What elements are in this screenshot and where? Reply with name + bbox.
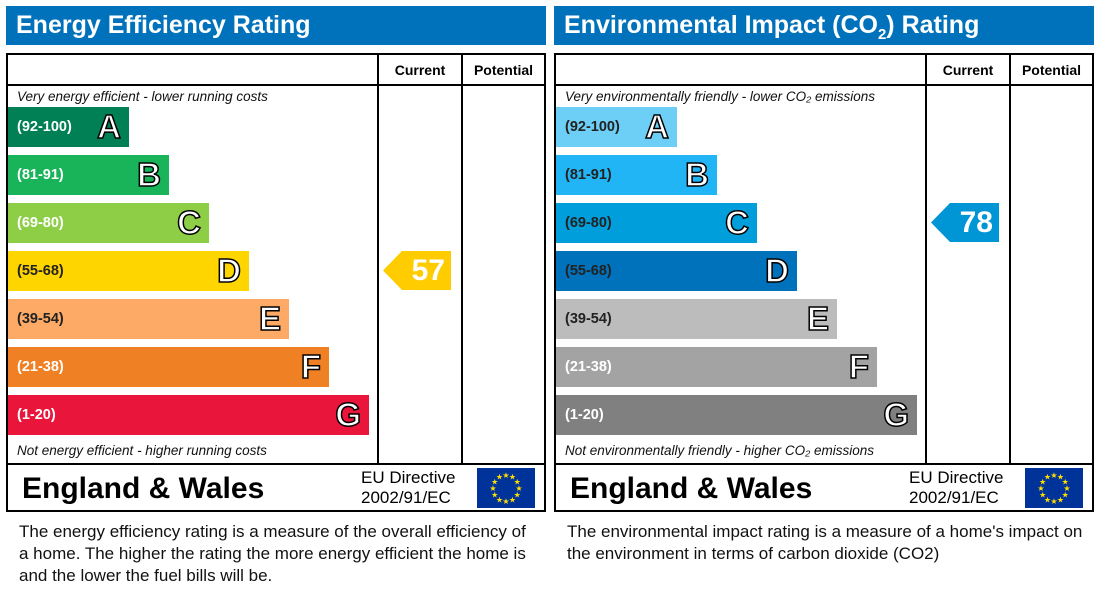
- eu-directive: EU Directive 2002/91/EC: [361, 468, 456, 507]
- band-bar-a: (92-100) A: [556, 107, 677, 147]
- band-letter: B: [136, 155, 161, 194]
- band-range: (1-20): [565, 407, 604, 423]
- rating-table: Current Potential Very environmentally f…: [554, 53, 1094, 512]
- svg-text:★: ★: [1039, 478, 1046, 487]
- svg-text:★: ★: [514, 478, 521, 487]
- svg-text:★: ★: [1062, 491, 1069, 500]
- band-bar-f: (21-38) F: [556, 347, 877, 387]
- svg-text:★: ★: [489, 484, 496, 493]
- band-letter: F: [848, 347, 870, 386]
- band-bar-c: (69-80) C: [8, 203, 209, 243]
- svg-text:★: ★: [515, 484, 522, 493]
- band-range: (92-100): [565, 119, 620, 135]
- band-bar-b: (81-91) B: [556, 155, 717, 195]
- band-bar-d: (55-68) D: [8, 251, 249, 291]
- band-range: (69-80): [17, 215, 64, 231]
- band-range: (55-68): [565, 263, 612, 279]
- eu-flag-icon: ★ ★ ★ ★ ★ ★ ★ ★ ★ ★ ★ ★: [1025, 468, 1083, 508]
- svg-text:★: ★: [1050, 497, 1057, 506]
- current-rating-value: 78: [959, 206, 993, 239]
- band-letter: A: [644, 107, 669, 146]
- band-letter: E: [258, 299, 282, 338]
- band-bar-c: (69-80) C: [556, 203, 757, 243]
- band-range: (92-100): [17, 119, 72, 135]
- eu-flag-icon: ★ ★ ★ ★ ★ ★ ★ ★ ★ ★ ★ ★: [477, 468, 535, 508]
- svg-text:★: ★: [1044, 495, 1051, 504]
- band-letter: G: [335, 395, 362, 434]
- svg-text:★: ★: [1050, 471, 1057, 480]
- band-letter: B: [684, 155, 709, 194]
- band-letter: D: [216, 251, 241, 290]
- band-bar-b: (81-91) B: [8, 155, 169, 195]
- band-bar-f: (21-38) F: [8, 347, 329, 387]
- energy-efficiency-panel: Energy Efficiency Rating Current Potenti…: [0, 0, 546, 613]
- band-letter: D: [764, 251, 789, 290]
- band-range: (39-54): [17, 311, 64, 327]
- band-letter: F: [300, 347, 322, 386]
- description: The energy efficiency rating is a measur…: [19, 522, 526, 585]
- band-bar-d: (55-68) D: [556, 251, 797, 291]
- band-bar-g: (1-20) G: [8, 395, 369, 435]
- description: The environmental impact rating is a mea…: [567, 522, 1083, 563]
- chart-title: Environmental Impact (CO2) Rating: [554, 6, 1094, 45]
- band-letter: C: [724, 203, 749, 242]
- band-range: (81-91): [565, 167, 612, 183]
- rating-table: Current Potential Very energy efficient …: [6, 53, 546, 512]
- band-letter: C: [176, 203, 201, 242]
- bottom-note: Not energy efficient - higher running co…: [17, 443, 267, 458]
- svg-text:★: ★: [491, 491, 498, 500]
- chart-title: Energy Efficiency Rating: [6, 6, 546, 45]
- region-label: England & Wales: [570, 472, 813, 505]
- top-note: Very environmentally friendly - lower CO…: [565, 89, 875, 104]
- current-rating-arrow: 78: [931, 203, 999, 242]
- svg-text:★: ★: [502, 497, 509, 506]
- band-letter: E: [806, 299, 830, 338]
- band-letter: A: [96, 107, 121, 146]
- band-bar-a: (92-100) A: [8, 107, 129, 147]
- top-note: Very energy efficient - lower running co…: [17, 89, 268, 104]
- band-range: (39-54): [565, 311, 612, 327]
- band-range: (21-38): [565, 359, 612, 375]
- svg-text:★: ★: [514, 491, 521, 500]
- bottom-note: Not environmentally friendly - higher CO…: [565, 443, 875, 458]
- band-range: (55-68): [17, 263, 64, 279]
- region-label: England & Wales: [22, 472, 265, 505]
- svg-text:★: ★: [509, 473, 516, 482]
- column-header-potential: Potential: [1021, 62, 1082, 78]
- band-letter: G: [883, 395, 910, 434]
- svg-text:★: ★: [1039, 491, 1046, 500]
- current-rating-arrow: 57: [383, 251, 451, 290]
- column-header-potential: Potential: [473, 62, 534, 78]
- svg-text:★: ★: [1062, 478, 1069, 487]
- band-bar-g: (1-20) G: [556, 395, 917, 435]
- svg-text:★: ★: [509, 495, 516, 504]
- svg-text:★: ★: [1057, 495, 1064, 504]
- band-bar-e: (39-54) E: [8, 299, 289, 339]
- band-bar-e: (39-54) E: [556, 299, 837, 339]
- svg-text:★: ★: [1044, 473, 1051, 482]
- svg-text:★: ★: [1037, 484, 1044, 493]
- band-range: (81-91): [17, 167, 64, 183]
- band-range: (1-20): [17, 407, 56, 423]
- column-header-current: Current: [942, 62, 994, 78]
- svg-text:★: ★: [1057, 473, 1064, 482]
- svg-text:★: ★: [1063, 484, 1070, 493]
- environmental-impact-panel: Environmental Impact (CO2) Rating Curren…: [548, 0, 1094, 613]
- svg-text:★: ★: [496, 495, 503, 504]
- band-range: (69-80): [565, 215, 612, 231]
- band-range: (21-38): [17, 359, 64, 375]
- svg-text:★: ★: [491, 478, 498, 487]
- column-header-current: Current: [394, 62, 446, 78]
- eu-directive: EU Directive 2002/91/EC: [909, 468, 1004, 507]
- current-rating-value: 57: [411, 254, 445, 287]
- svg-text:★: ★: [502, 471, 509, 480]
- svg-text:★: ★: [496, 473, 503, 482]
